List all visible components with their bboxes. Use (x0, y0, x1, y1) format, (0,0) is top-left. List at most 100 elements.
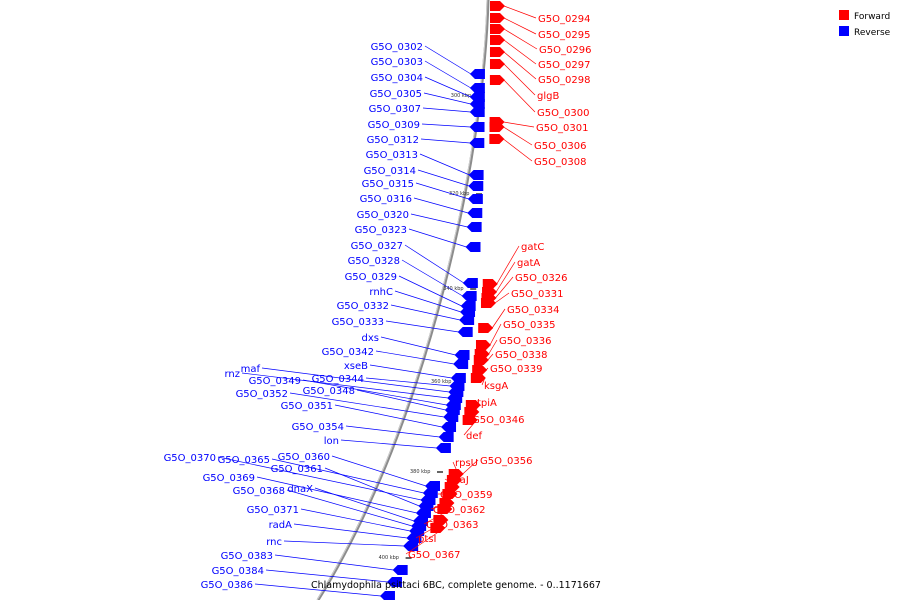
leader-g5o-0348 (356, 389, 446, 411)
leader-g5o-0331 (494, 292, 510, 304)
legend-forward-swatch (839, 10, 849, 20)
gene-arrow-g5o-0306 (489, 122, 505, 132)
gene-arrow-g5o-0307 (469, 107, 485, 117)
gene-arrow-g5o-0367 (430, 523, 446, 533)
gene-label-g5o-0349: G5O_0349 (249, 376, 301, 387)
gene-label-rpsu: rpsU (455, 458, 478, 469)
leader-g5o-0344 (365, 377, 451, 387)
leader-g5o-0368 (286, 489, 413, 527)
leader-g5o-0298 (503, 51, 537, 80)
leader-g5o-0312 (420, 138, 471, 144)
tick-label-380-kbp: 380 kbp (410, 469, 430, 475)
gene-label-def: def (466, 431, 483, 442)
gene-label-g5o-0348: G5O_0348 (303, 386, 355, 397)
gene-arrow-g5o-0354 (438, 432, 454, 442)
gene-arrow-g5o-0315 (467, 194, 483, 204)
gene-label-g5o-0314: G5O_0314 (364, 166, 416, 177)
leader-g5o-0339 (485, 367, 489, 371)
gene-label-g5o-0334: G5O_0334 (507, 305, 559, 316)
gene-arrow-xseb (450, 373, 466, 383)
leader-g5o-0336 (488, 339, 498, 355)
gene-label-g5o-0336: G5O_0336 (499, 336, 551, 347)
gene-arrow-g5o-0297 (489, 35, 505, 45)
gene-label-g5o-0307: G5O_0307 (369, 104, 421, 115)
gene-label-g5o-0351: G5O_0351 (281, 401, 333, 412)
leader-g5o-0346 (469, 411, 479, 420)
gene-arrow-g5o-0333 (457, 327, 473, 337)
leader-g5o-0323 (408, 228, 467, 248)
leader-g5o-0384 (265, 569, 389, 583)
leader-dxs (380, 336, 456, 356)
gene-label-g5o-0346: G5O_0346 (472, 415, 524, 426)
leader-rnz (241, 372, 449, 399)
gene-label-dnaj: dnaJ (447, 475, 469, 486)
gene-arrow-g5o-0312 (469, 138, 485, 148)
genome-caption: Chlamydophila psittaci 6BC, complete gen… (311, 580, 601, 591)
tick-label-320-kbp: 320 kbp (449, 191, 469, 197)
leader-def (463, 419, 477, 436)
gene-arrow-g5o-0305 (469, 99, 485, 109)
gene-label-g5o-0333: G5O_0333 (332, 317, 384, 328)
gene-label-g5o-0332: G5O_0332 (337, 301, 389, 312)
gene-label-ptsi: ptsI (418, 534, 436, 545)
gene-arrow-def (462, 415, 478, 425)
gene-label-g5o-0304: G5O_0304 (371, 73, 423, 84)
gene-arrow-g5o-0308 (489, 134, 505, 144)
leader-g5o-0333 (385, 320, 459, 333)
leader-g5o-0338 (487, 353, 494, 361)
gene-arrow-g5o-0386 (379, 591, 395, 600)
gene-arrow-g5o-0295 (489, 13, 505, 23)
leader-g5o-0313 (419, 153, 470, 176)
gene-label-g5o-0331: G5O_0331 (511, 289, 563, 300)
legend-forward-label: Forward (854, 12, 890, 22)
tick-label-340-kbp: 340 kbp (443, 286, 463, 292)
gene-label-g5o-0305: G5O_0305 (370, 89, 422, 100)
gene-arrow-rnhc (460, 307, 476, 317)
gene-arrow-g5o-0352 (443, 412, 459, 422)
gene-arrow-g5o-0384 (386, 577, 402, 587)
gene-arrow-g5o-0300 (489, 75, 505, 85)
leader-g5o-0383 (274, 554, 394, 571)
gene-arrow-glgb (489, 59, 505, 69)
leader-g5o-0351 (334, 404, 443, 428)
leader-g5o-0314 (417, 169, 470, 187)
gene-arrow-g5o-0334 (478, 323, 494, 333)
leader-xseb (369, 364, 452, 379)
gene-label-g5o-0384: G5O_0384 (212, 566, 264, 577)
gene-label-tpia: tpiA (477, 398, 497, 409)
leader-dnax (314, 487, 415, 522)
gene-arrow-g5o-0339 (472, 365, 488, 375)
gene-label-g5o-0354: G5O_0354 (292, 422, 344, 433)
gene-arrow-gatc (482, 279, 498, 289)
legend: Forward Reverse (839, 10, 891, 38)
leader-g5o-0332 (390, 304, 461, 321)
gene-label-g5o-0344: G5O_0344 (312, 374, 364, 385)
gene-arrow-g5o-0327 (462, 278, 478, 288)
leader-g5o-0305 (423, 92, 471, 105)
gene-arrow-g5o-0383 (392, 565, 408, 575)
leader-g5o-0342 (375, 350, 455, 365)
gene-arrow-g5o-0338 (473, 355, 489, 365)
gene-label-g5o-0301: G5O_0301 (536, 123, 588, 134)
gene-label-g5o-0359: G5O_0359 (440, 490, 492, 501)
gene-label-gatc: gatC (521, 242, 544, 253)
leader-glgb (503, 63, 536, 96)
gene-arrow-lon (435, 443, 451, 453)
gene-arrow-dxs (454, 350, 470, 360)
gene-label-g5o-0369: G5O_0369 (203, 473, 255, 484)
leader-g5o-0352 (289, 392, 445, 418)
gene-label-g5o-0320: G5O_0320 (357, 210, 409, 221)
gene-label-g5o-0326: G5O_0326 (515, 273, 567, 284)
leader-g5o-0349 (302, 379, 447, 406)
gene-arrow-g5o-0320 (466, 222, 482, 232)
gene-arrow-g5o-0294 (490, 1, 505, 11)
gene-arrow-g5o-0314 (468, 181, 484, 191)
gene-arrow-g5o-0298 (489, 47, 505, 57)
leader-g5o-0309 (421, 123, 471, 128)
leader-rnc (283, 540, 405, 547)
gene-label-dxs: dxs (362, 333, 379, 344)
gene-label-g5o-0386: G5O_0386 (201, 580, 253, 591)
gene-label-g5o-0306: G5O_0306 (534, 141, 586, 152)
tick-label-400-kbp: 400 kbp (379, 555, 399, 561)
